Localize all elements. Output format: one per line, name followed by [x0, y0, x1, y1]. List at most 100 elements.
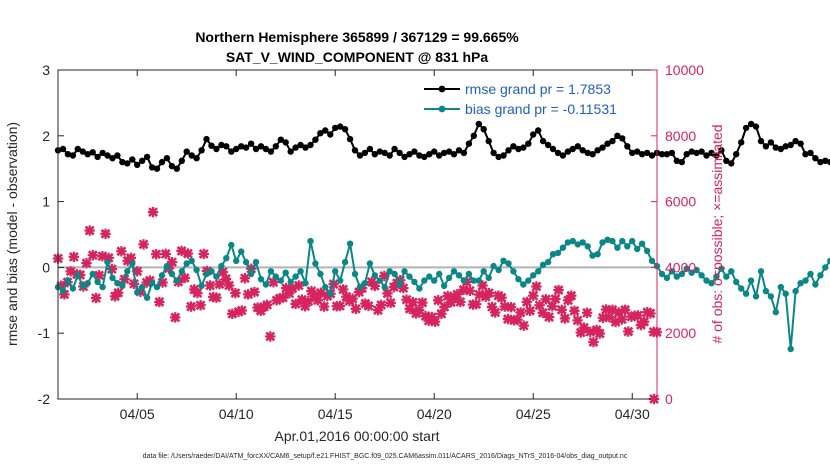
obs-point	[471, 299, 482, 310]
obs-point	[623, 326, 634, 337]
rmse-point	[228, 148, 235, 155]
obs-point	[464, 285, 476, 296]
obs-point	[265, 331, 276, 342]
bias-point	[302, 280, 309, 287]
rmse-point	[188, 152, 195, 159]
obs-point	[375, 299, 387, 311]
rmse-point	[183, 148, 190, 155]
data-file-footnote: data file: /Users/raeder/DAI/ATM_forcXX/…	[143, 453, 628, 460]
obs-point	[192, 287, 203, 299]
rmse-point	[708, 149, 715, 157]
bias-point	[401, 268, 408, 275]
bias-point	[624, 243, 631, 250]
obs-point	[147, 206, 159, 218]
rmse-point	[574, 143, 581, 150]
rmse-point	[386, 152, 393, 159]
obs-point	[483, 287, 495, 299]
rmse-point	[460, 149, 468, 157]
rmse-point	[495, 153, 502, 161]
rmse-point	[723, 157, 730, 164]
bias-point	[262, 281, 270, 288]
rmse-point	[643, 149, 651, 157]
bias-point	[59, 287, 67, 295]
bias-point	[742, 290, 750, 297]
bias-point	[797, 280, 804, 287]
bias-point	[723, 273, 730, 280]
rmse-point	[416, 152, 423, 159]
bias-point	[604, 236, 611, 243]
obs-point	[170, 312, 181, 323]
obs-point	[550, 293, 561, 305]
rmse-point	[89, 149, 96, 156]
rmse-point	[728, 160, 735, 167]
bias-point	[490, 262, 497, 270]
bias-point	[366, 260, 374, 267]
obs-point	[160, 248, 171, 260]
bias-point	[129, 260, 136, 267]
bias-point	[554, 249, 562, 257]
rmse-point	[396, 149, 403, 157]
bias-point	[500, 257, 507, 264]
rmse-point	[772, 144, 779, 151]
bias-point	[822, 264, 829, 271]
bias-point	[114, 280, 121, 287]
rmse-point	[683, 151, 690, 158]
rmse-point	[282, 139, 289, 146]
bias-point	[223, 255, 230, 262]
obs-point	[68, 251, 80, 263]
rmse-point	[535, 127, 542, 134]
bias-point	[569, 237, 576, 245]
rmse-point	[822, 157, 829, 164]
obs-point	[559, 313, 571, 324]
rmse-point	[59, 145, 67, 153]
bias-point	[594, 251, 601, 258]
bias-point	[609, 237, 616, 245]
bias-point	[445, 274, 453, 282]
rmse-point	[173, 165, 180, 172]
rmse-point	[213, 145, 220, 153]
rmse-point	[178, 157, 185, 164]
bias-point	[356, 283, 364, 291]
rmse-point	[559, 152, 567, 159]
rmse-point	[455, 147, 463, 154]
rmse-point	[79, 148, 87, 155]
x-tick-label: 04/05	[120, 406, 155, 422]
obs-point	[518, 320, 529, 331]
rmse-point	[742, 124, 750, 132]
bias-point	[208, 268, 215, 275]
rmse-point	[510, 143, 517, 150]
rmse-point	[351, 147, 359, 154]
rmse-point	[638, 151, 646, 158]
bias-point	[69, 285, 77, 292]
obs-point	[293, 280, 304, 291]
obs-point	[616, 314, 628, 325]
rmse-point	[693, 149, 700, 157]
obs-point	[90, 292, 102, 304]
y-right-tick-label: 10000	[665, 62, 704, 78]
legend-box	[420, 76, 648, 120]
rmse-point	[109, 155, 116, 162]
rmse-point	[69, 152, 77, 159]
bias-point	[708, 280, 715, 287]
bias-point	[752, 293, 760, 300]
obs-point	[543, 311, 555, 323]
rmse-point	[426, 151, 433, 158]
rmse-point	[287, 148, 294, 155]
rmse-point	[480, 126, 487, 133]
bias-point	[733, 278, 740, 286]
bias-point	[282, 269, 289, 276]
rmse-point	[450, 151, 458, 158]
bias-point	[584, 243, 591, 250]
bias-point	[307, 237, 314, 245]
obs-point	[81, 257, 92, 269]
bias-point	[698, 272, 705, 279]
rmse-point	[322, 127, 329, 134]
bias-point	[713, 273, 720, 280]
rmse-point	[84, 151, 91, 158]
y-right-tick-label: 6000	[665, 194, 696, 210]
bias-point	[520, 281, 527, 288]
y-tick-label: -2	[38, 391, 51, 407]
obs-point	[553, 284, 564, 296]
rmse-point	[208, 142, 215, 149]
